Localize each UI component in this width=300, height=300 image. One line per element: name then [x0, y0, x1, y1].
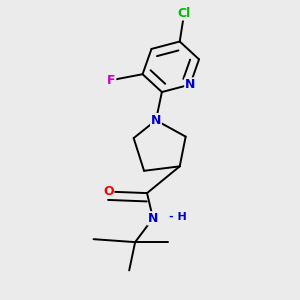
- Text: N: N: [185, 78, 195, 91]
- Text: F: F: [107, 74, 116, 87]
- Text: N: N: [148, 212, 158, 225]
- Text: N: N: [151, 114, 161, 127]
- Text: Cl: Cl: [178, 7, 191, 20]
- Text: O: O: [103, 185, 114, 198]
- Text: - H: - H: [169, 212, 187, 222]
